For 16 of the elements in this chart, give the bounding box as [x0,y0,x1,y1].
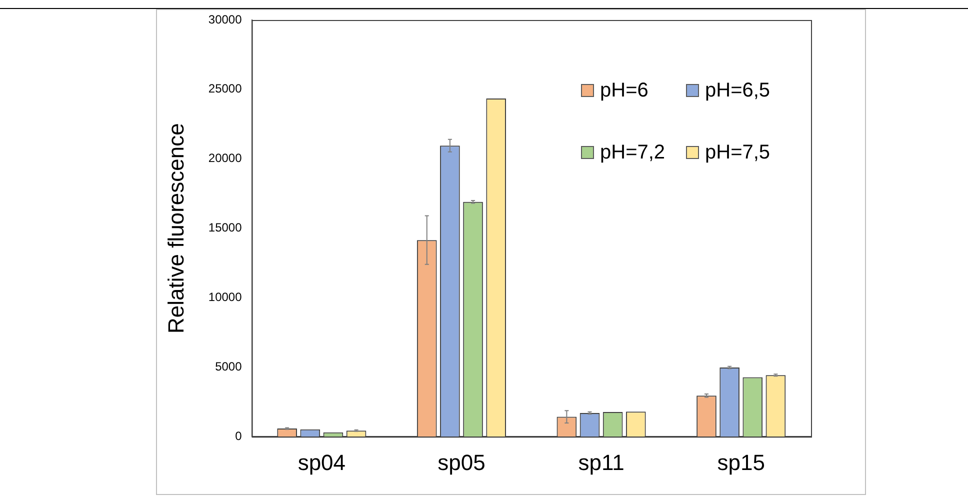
y-axis-title: Relative fluorescence [163,123,188,334]
y-tick-label: 10000 [208,290,242,304]
y-tick-label: 20000 [208,151,242,166]
x-tick-label: sp05 [438,450,486,475]
y-tick-label: 0 [235,428,242,443]
y-tick-label: 30000 [208,12,242,26]
x-tick-label: sp11 [578,450,624,475]
x-tick-label: sp04 [298,450,346,475]
y-tick-label: 15000 [208,220,242,235]
y-tick-label: 25000 [208,82,242,96]
legend-label: pH=7,2 [600,142,666,164]
legend-label: pH=7,5 [705,142,770,164]
x-tick-label: sp15 [717,450,765,475]
legend-label: pH=6,5 [705,80,770,102]
y-tick-label: 5000 [215,359,242,374]
legend-label: pH=6 [600,80,648,102]
